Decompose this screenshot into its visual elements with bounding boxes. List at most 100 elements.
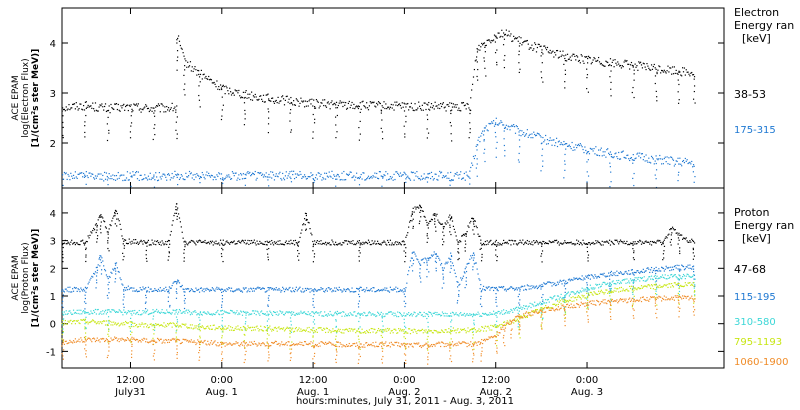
- data-point: [635, 243, 637, 245]
- data-point: [570, 291, 572, 293]
- data-point: [534, 287, 536, 289]
- data-point: [451, 140, 453, 142]
- data-point: [482, 44, 484, 46]
- data-point: [687, 162, 689, 165]
- data-point: [279, 328, 281, 330]
- data-point: [546, 307, 549, 309]
- data-point: [432, 312, 434, 314]
- data-point: [495, 35, 497, 37]
- data-point: [260, 95, 262, 97]
- data-point: [675, 160, 677, 162]
- data-point: [132, 171, 134, 173]
- data-point: [334, 102, 336, 105]
- data-point: [334, 312, 336, 314]
- data-point: [388, 108, 391, 110]
- data-point: [411, 107, 413, 109]
- data-point: [372, 313, 374, 315]
- data-point: [358, 177, 360, 180]
- data-point: [118, 271, 120, 273]
- data-point: [481, 290, 483, 292]
- data-point: [503, 66, 506, 69]
- data-point: [544, 139, 546, 141]
- data-point: [488, 241, 490, 243]
- data-point: [324, 178, 327, 180]
- data-point: [486, 287, 488, 290]
- data-point: [450, 110, 452, 112]
- data-point: [663, 250, 665, 252]
- data-point: [554, 51, 556, 54]
- data-point: [672, 268, 675, 271]
- data-point: [301, 177, 303, 180]
- data-point: [229, 176, 231, 178]
- data-point: [240, 96, 243, 98]
- data-point: [632, 65, 634, 67]
- data-point: [637, 278, 639, 280]
- data-point: [330, 288, 332, 290]
- data-point: [178, 178, 181, 181]
- data-point: [480, 298, 482, 300]
- data-point: [571, 291, 573, 293]
- data-point: [518, 310, 520, 312]
- data-point: [585, 243, 587, 245]
- data-point: [342, 329, 344, 331]
- data-point: [631, 279, 633, 281]
- data-point: [524, 285, 526, 287]
- data-point: [453, 330, 455, 332]
- data-point: [84, 297, 86, 300]
- data-point: [245, 312, 247, 314]
- data-point: [178, 40, 181, 42]
- data-point: [129, 137, 132, 139]
- data-point: [436, 213, 438, 215]
- data-point: [112, 324, 114, 326]
- data-point: [532, 49, 534, 52]
- data-point: [79, 322, 81, 325]
- data-point: [236, 310, 238, 312]
- data-point: [256, 310, 258, 312]
- data-point: [480, 260, 483, 262]
- data-point: [217, 243, 219, 245]
- data-point: [63, 322, 66, 324]
- data-point: [302, 224, 304, 226]
- data-point: [479, 235, 481, 237]
- data-point: [94, 102, 97, 104]
- data-point: [297, 245, 299, 247]
- data-point: [490, 42, 492, 44]
- data-point: [497, 32, 499, 34]
- data-point: [476, 75, 478, 78]
- data-point: [283, 244, 286, 246]
- data-point: [179, 221, 181, 223]
- data-point: [95, 287, 97, 289]
- data-point: [167, 240, 169, 243]
- data-point: [671, 158, 674, 160]
- data-point: [425, 219, 427, 222]
- data-point: [107, 309, 109, 311]
- data-point: [122, 243, 124, 245]
- data-point: [473, 257, 475, 259]
- data-point: [612, 280, 614, 282]
- data-point: [216, 80, 218, 82]
- data-point: [610, 287, 612, 290]
- data-point: [88, 237, 90, 239]
- data-point: [195, 176, 197, 178]
- data-point: [85, 327, 87, 330]
- data-point: [634, 271, 636, 274]
- data-point: [189, 314, 192, 316]
- data-point: [168, 323, 171, 325]
- data-point: [455, 173, 457, 175]
- data-point: [575, 243, 577, 245]
- data-point: [245, 317, 247, 319]
- data-point: [601, 273, 603, 275]
- data-point: [417, 176, 419, 178]
- data-point: [77, 173, 79, 175]
- data-point: [411, 270, 414, 272]
- data-point: [582, 290, 584, 292]
- data-point: [278, 243, 280, 246]
- data-point: [632, 279, 634, 282]
- data-point: [221, 96, 223, 98]
- data-point: [263, 174, 265, 176]
- data-point: [152, 177, 154, 179]
- data-point: [153, 329, 156, 331]
- data-point: [456, 286, 459, 288]
- data-point: [680, 163, 682, 165]
- data-point: [363, 243, 365, 245]
